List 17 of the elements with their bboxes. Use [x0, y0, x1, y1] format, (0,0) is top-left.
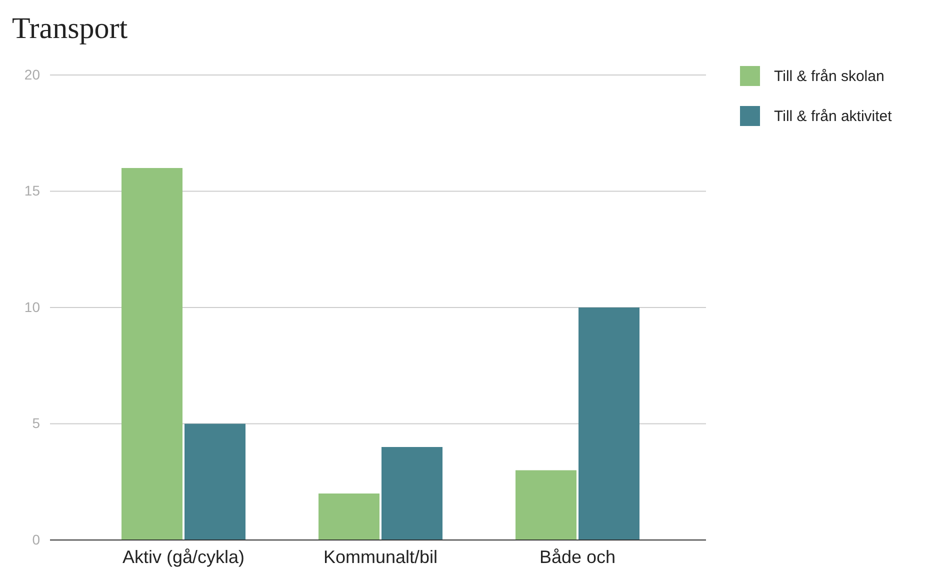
legend-label: Till & från skolan [774, 68, 884, 85]
x-tick-label: Både och [539, 546, 616, 567]
bar [516, 470, 576, 540]
bar [184, 424, 246, 540]
chart-title: Transport [12, 12, 128, 45]
y-tick-label: 10 [24, 298, 40, 315]
y-tick-label: 0 [32, 531, 40, 548]
y-tick-label: 15 [24, 182, 40, 199]
bar [578, 308, 640, 540]
legend-label: Till & från aktivitet [774, 108, 893, 125]
bar [382, 447, 442, 540]
y-tick-label: 5 [32, 415, 40, 432]
y-tick-label: 20 [24, 66, 40, 82]
bar [122, 168, 182, 540]
bar [318, 494, 380, 540]
x-tick-label: Aktiv (gå/cykla) [122, 546, 245, 567]
x-tick-label: Kommunalt/bil [323, 546, 438, 567]
